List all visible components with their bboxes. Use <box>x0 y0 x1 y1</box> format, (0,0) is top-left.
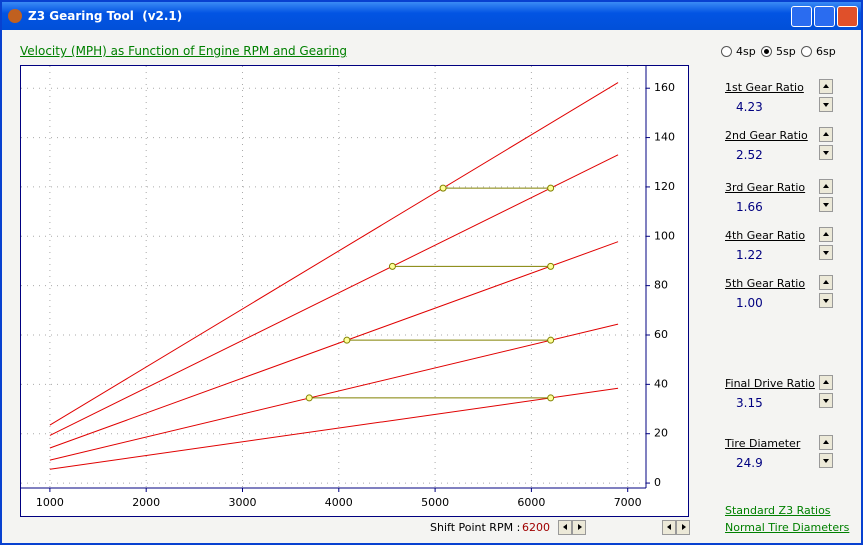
marker <box>388 262 396 270</box>
radio-button[interactable] <box>761 46 772 57</box>
decrement-button[interactable] <box>819 453 833 468</box>
marker <box>547 336 555 344</box>
increment-button[interactable] <box>572 520 586 535</box>
field-value: 3.15 <box>736 396 763 410</box>
decrement-button[interactable] <box>819 97 833 112</box>
field-value: 1.00 <box>736 296 763 310</box>
decrement-button[interactable] <box>819 393 833 408</box>
field-value: 4.23 <box>736 100 763 114</box>
radio-label[interactable]: 5sp <box>776 45 796 58</box>
chart: 0 20 40 60 80 100 120 140 160 1000 2000 3000 4000 500… <box>20 65 689 517</box>
x-tick-label: 1000 <box>36 496 64 509</box>
decrement-button[interactable] <box>819 145 833 160</box>
increment-button[interactable] <box>819 127 833 142</box>
field-label: 4th Gear Ratio <box>725 229 806 242</box>
field-value: 1.22 <box>736 248 763 262</box>
x-tick-label: 5000 <box>421 496 449 509</box>
decrement-button[interactable] <box>819 293 833 308</box>
x-tick-label: 7000 <box>614 496 642 509</box>
line <box>49 323 619 461</box>
title-bar: Z3 Gearing Tool (v2.1) <box>2 2 861 30</box>
increment-button[interactable] <box>676 520 690 535</box>
increment-button[interactable] <box>819 179 833 194</box>
y-tick-label: 40 <box>654 377 668 390</box>
y-tick-label: 20 <box>654 427 668 440</box>
shift-value: 6200 <box>522 521 550 534</box>
decrement-button[interactable] <box>662 520 676 535</box>
marker <box>547 262 555 270</box>
link[interactable]: Normal Tire Diameters <box>725 521 850 534</box>
field-label: 5th Gear Ratio <box>725 277 806 290</box>
y-tick-label: 0 <box>654 476 661 489</box>
link[interactable]: Standard Z3 Ratios <box>725 504 831 517</box>
field-label: 3rd Gear Ratio <box>725 181 806 194</box>
plot-frame <box>20 65 689 517</box>
increment-button[interactable] <box>819 375 833 390</box>
increment-button[interactable] <box>819 79 833 94</box>
marker <box>439 184 447 192</box>
maximize-button[interactable] <box>814 6 835 27</box>
marker <box>305 394 313 402</box>
decrement-button[interactable] <box>558 520 572 535</box>
y-tick-label: 160 <box>654 81 675 94</box>
increment-button[interactable] <box>819 435 833 450</box>
field-value: 24.9 <box>736 456 763 470</box>
line <box>49 154 619 436</box>
radio-label[interactable]: 4sp <box>736 45 756 58</box>
line <box>49 82 619 426</box>
marker <box>547 184 555 192</box>
field-label: 2nd Gear Ratio <box>725 129 808 142</box>
window-title: Z3 Gearing Tool (v2.1) <box>28 9 183 23</box>
field-label: Tire Diameter <box>725 437 801 450</box>
field-label: Final Drive Ratio <box>725 377 815 390</box>
radio-button[interactable] <box>801 46 812 57</box>
y-tick-label: 60 <box>654 328 668 341</box>
x-tick-label: 3000 <box>228 496 256 509</box>
x-tick-label: 4000 <box>325 496 353 509</box>
decrement-button[interactable] <box>819 197 833 212</box>
radio-button[interactable] <box>721 46 732 57</box>
minimize-button[interactable] <box>791 6 812 27</box>
x-tick-label: 2000 <box>132 496 160 509</box>
field-label: 1st Gear Ratio <box>725 81 804 94</box>
line <box>49 387 619 470</box>
marker <box>343 336 351 344</box>
increment-button[interactable] <box>819 227 833 242</box>
y-tick-label: 140 <box>654 131 675 144</box>
field-value: 2.52 <box>736 148 763 162</box>
line <box>49 241 619 449</box>
app-icon <box>8 9 22 23</box>
close-button[interactable] <box>837 6 858 27</box>
marker <box>547 394 555 402</box>
shift-label: Shift Point RPM : <box>430 521 521 534</box>
y-tick-label: 120 <box>654 180 675 193</box>
radio-label[interactable]: 6sp <box>816 45 836 58</box>
y-tick-label: 100 <box>654 229 675 242</box>
increment-button[interactable] <box>819 275 833 290</box>
x-tick-label: 6000 <box>517 496 545 509</box>
y-tick-label: 80 <box>654 279 668 292</box>
field-value: 1.66 <box>736 200 763 214</box>
chart-title: Velocity (MPH) as Function of Engine RPM… <box>20 44 347 58</box>
decrement-button[interactable] <box>819 245 833 260</box>
